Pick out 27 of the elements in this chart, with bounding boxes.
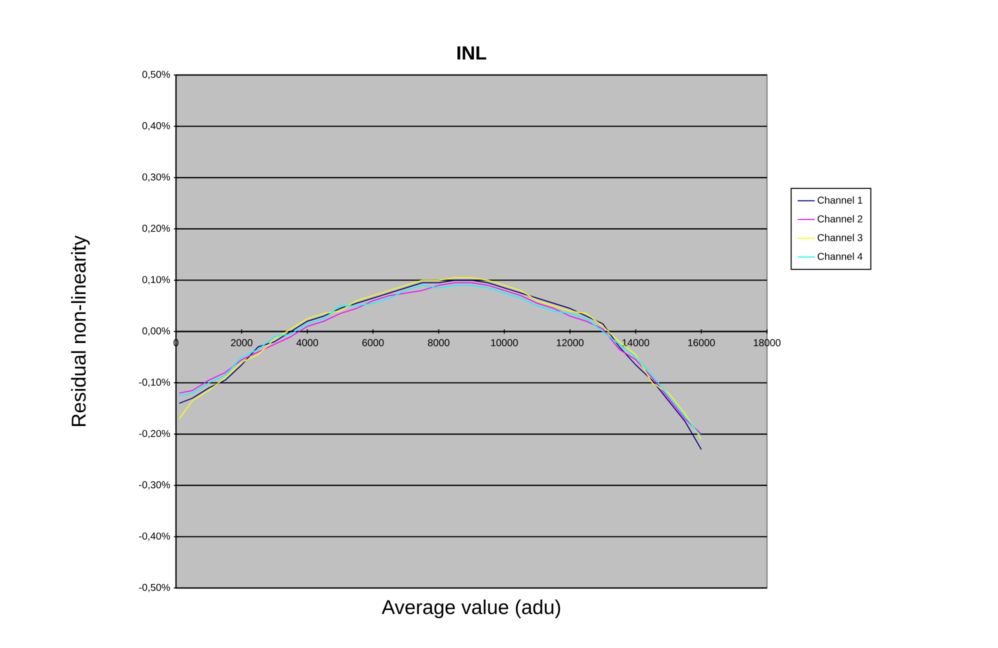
y-axis-title: Residual non-linearity — [71, 235, 90, 426]
x-tick-label: 8000 — [428, 339, 450, 346]
x-tick-label: 6000 — [362, 339, 384, 346]
y-tick-label: 0,00% — [142, 327, 170, 336]
y-tick-label: -0,10% — [139, 378, 170, 387]
y-tick-label: -0,40% — [139, 532, 170, 541]
chart-title: INL — [457, 46, 486, 60]
y-tick-label: 0,50% — [142, 70, 170, 80]
x-tick-label: 18000 — [754, 339, 781, 346]
y-tick-label: -0,20% — [139, 430, 170, 438]
x-axis-title: Average value (adu) — [382, 600, 560, 618]
y-tick-label: 0,30% — [142, 173, 170, 182]
x-tick-label: 10000 — [491, 339, 518, 346]
x-tick-label: 2000 — [231, 339, 252, 346]
y-tick-label: -0,50% — [139, 584, 170, 592]
y-tick-label: 0,10% — [142, 276, 170, 284]
y-tick-label: 0,40% — [142, 122, 170, 130]
y-tick-label: 0,20% — [142, 224, 170, 234]
x-tick-label: 4000 — [296, 339, 318, 346]
x-tick-label: 14000 — [622, 339, 650, 346]
x-tick-label: 12000 — [556, 339, 584, 346]
legend-label: Channel 4 — [818, 252, 862, 260]
x-tick-label: 16000 — [688, 339, 715, 346]
legend-label: Channel 2 — [818, 215, 862, 222]
legend-label: Channel 1 — [818, 196, 862, 204]
legend-label: Channel 3 — [818, 234, 862, 242]
y-tick-label: -0,30% — [139, 481, 170, 490]
